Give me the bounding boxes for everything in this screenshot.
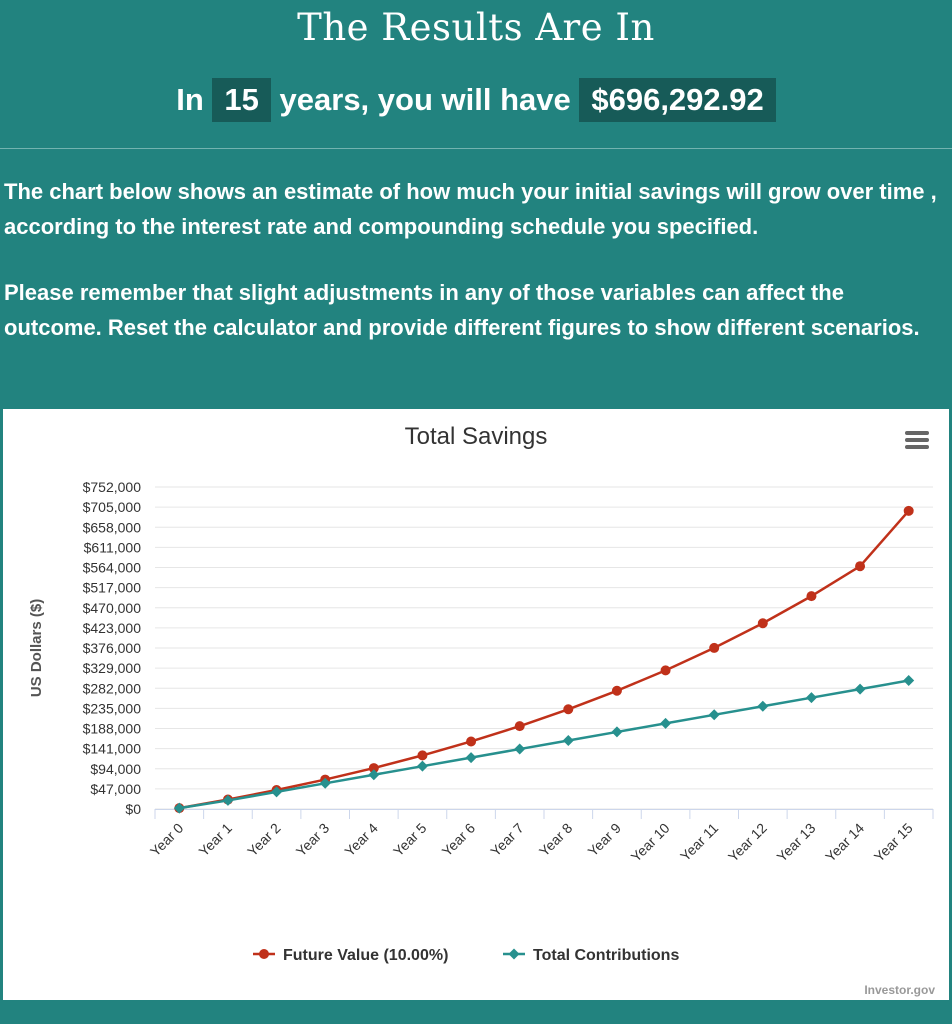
legend-item-label[interactable]: Total Contributions (533, 947, 679, 964)
x-tick-label: Year 4 (341, 820, 381, 860)
data-point-total-contributions[interactable] (611, 726, 623, 738)
x-tick-label: Year 3 (293, 820, 333, 860)
data-point-total-contributions[interactable] (660, 717, 672, 729)
data-point-future-value[interactable] (466, 736, 477, 747)
x-tick-label: Year 7 (487, 820, 527, 860)
x-tick-label: Year 6 (439, 820, 479, 860)
data-point-future-value[interactable] (417, 750, 428, 761)
x-tick-label: Year 8 (536, 820, 576, 860)
data-point-future-value[interactable] (709, 642, 720, 653)
legend-marker-diamond (508, 948, 520, 960)
data-point-future-value[interactable] (660, 665, 671, 676)
y-tick-label: $423,000 (83, 620, 142, 636)
y-tick-label: $705,000 (83, 499, 142, 515)
data-point-total-contributions[interactable] (173, 802, 185, 814)
data-point-total-contributions[interactable] (222, 794, 234, 806)
chart-canvas: Total Savings $0 $47,000 $94,000 $141,000 $18… (28, 423, 935, 997)
years-badge: 15 (212, 77, 271, 122)
data-point-future-value[interactable] (903, 505, 914, 516)
y-tick-label: $235,000 (83, 700, 142, 716)
data-point-future-value[interactable] (563, 704, 574, 715)
data-point-total-contributions[interactable] (805, 692, 817, 704)
x-tick-label: Year 11 (677, 820, 721, 864)
y-tick-label: $376,000 (83, 640, 142, 656)
divider (0, 148, 952, 149)
x-tick-label: Year 2 (244, 820, 284, 860)
legend-marker-circle (259, 949, 269, 959)
data-point-total-contributions[interactable] (708, 709, 720, 721)
chart-credit-link[interactable]: Investor.gov (864, 983, 935, 997)
results-heading: The Results Are In (297, 6, 655, 49)
legend-item-label[interactable]: Future Value (10.00%) (283, 947, 448, 964)
y-tick-label: $564,000 (83, 560, 142, 576)
data-point-total-contributions[interactable] (562, 734, 574, 746)
data-point-future-value[interactable] (514, 721, 525, 732)
data-point-total-contributions[interactable] (319, 777, 331, 789)
x-tick-label: Year 14 (822, 820, 867, 865)
series-line-future-value (179, 510, 910, 810)
data-point-total-contributions[interactable] (416, 760, 428, 772)
y-axis-title: US Dollars ($) (28, 599, 45, 697)
data-point-future-value[interactable] (757, 618, 768, 629)
data-point-total-contributions[interactable] (903, 675, 915, 687)
y-tick-label: $658,000 (83, 519, 142, 535)
results-summary: In 15 years, you will have $696,292.92 (0, 74, 952, 124)
data-point-future-value[interactable] (855, 561, 866, 572)
data-point-total-contributions[interactable] (271, 786, 283, 798)
summary-middle: years, you will have (279, 81, 571, 117)
y-tick-label: $188,000 (83, 721, 142, 737)
x-tick-label: Year 1 (195, 820, 235, 860)
x-tick-label: Year 12 (725, 820, 770, 865)
data-point-total-contributions[interactable] (757, 700, 769, 712)
y-tick-label: $329,000 (83, 660, 142, 676)
y-tick-label: $752,000 (83, 479, 142, 495)
x-tick-label: Year 9 (584, 820, 624, 860)
x-tick-label: Year 0 (147, 820, 187, 860)
x-tick-label: Year 13 (773, 820, 818, 865)
x-tick-label: Year 5 (390, 820, 430, 860)
reminder-paragraph: Please remember that slight adjustments … (4, 280, 920, 340)
explanation-paragraph: The chart below shows an estimate of how… (4, 179, 937, 239)
x-tick-label: Year 15 (871, 820, 916, 865)
y-tick-label: $470,000 (83, 600, 142, 616)
y-tick-label: $47,000 (90, 781, 141, 797)
data-point-future-value[interactable] (368, 763, 379, 774)
chart-title: Total Savings (405, 423, 548, 450)
x-tick-label: Year 10 (628, 820, 673, 865)
summary-prefix: In (176, 81, 204, 117)
y-tick-label: $611,000 (84, 539, 142, 555)
data-point-total-contributions[interactable] (465, 752, 477, 764)
savings-chart: Total Savings $0 $47,000 $94,000 $141,000 $18… (3, 409, 949, 1000)
data-point-total-contributions[interactable] (368, 769, 380, 781)
y-tick-label: $141,000 (83, 741, 142, 757)
data-point-future-value[interactable] (806, 591, 817, 602)
y-tick-label: $94,000 (90, 761, 141, 777)
data-point-total-contributions[interactable] (514, 743, 526, 755)
amount-badge: $696,292.92 (579, 77, 776, 122)
hamburger-menu-icon[interactable] (905, 431, 929, 449)
y-tick-label: $517,000 (83, 580, 142, 596)
series-line-total-contributions (179, 679, 909, 810)
data-point-total-contributions[interactable] (854, 683, 866, 695)
y-tick-label: $282,000 (83, 680, 142, 696)
y-tick-label: $0 (125, 801, 141, 817)
data-point-future-value[interactable] (611, 685, 622, 696)
